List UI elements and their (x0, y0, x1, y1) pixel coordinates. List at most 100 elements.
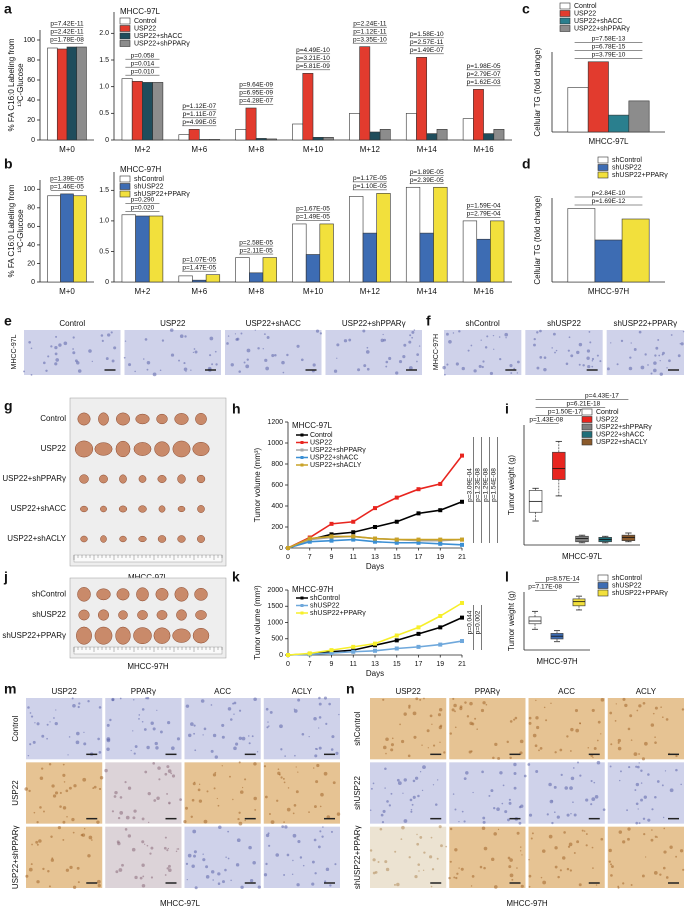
x-tick-label: 19 (436, 661, 444, 668)
cell-texture (435, 803, 438, 806)
cell-texture (111, 810, 115, 813)
cell-texture (484, 346, 488, 349)
p-value: p=5.81E-09 (296, 63, 330, 70)
tumor (138, 535, 147, 543)
cell-texture (384, 787, 386, 789)
cell-texture (119, 811, 124, 815)
cell-texture (205, 865, 209, 869)
cell-texture (563, 831, 566, 834)
micrograph (263, 698, 340, 760)
cell-texture (592, 867, 594, 869)
cell-texture (642, 817, 646, 821)
cell-texture (608, 860, 611, 863)
cell-texture (111, 359, 115, 363)
legend-marker (300, 604, 304, 607)
p-value: p=1.10E-05 (353, 183, 387, 190)
tumor (157, 475, 167, 483)
cell-texture (267, 721, 269, 723)
cell-texture (581, 829, 584, 832)
cell-texture (274, 354, 277, 357)
tumor (94, 442, 113, 456)
cell-texture (212, 733, 217, 738)
cell-texture (293, 709, 298, 713)
legend-marker (300, 611, 304, 615)
cell-texture (579, 774, 582, 777)
cell-texture (268, 813, 271, 815)
cell-texture (308, 811, 310, 814)
data-point (460, 537, 464, 542)
cell-texture (115, 870, 119, 874)
cell-texture (87, 854, 91, 858)
cell-texture (520, 884, 524, 888)
cell-texture (144, 338, 148, 341)
cell-texture (659, 873, 662, 876)
cell-texture (596, 354, 599, 357)
cell-texture (246, 358, 249, 361)
cell-texture (412, 795, 416, 799)
cell-texture (438, 825, 442, 829)
tumor (98, 412, 109, 426)
cell-texture (36, 843, 39, 846)
data-point (416, 644, 421, 649)
cell-texture (41, 734, 45, 738)
cell-texture (59, 805, 62, 808)
cell-texture (617, 885, 620, 888)
x-tick-label: 7 (308, 661, 312, 668)
cell-texture (482, 816, 486, 820)
cell-texture (552, 332, 556, 336)
p-value: p=2.57E-11 (410, 39, 444, 46)
cell-texture (453, 876, 456, 879)
legend-marker (300, 433, 304, 437)
cell-texture (57, 825, 61, 830)
cell-texture (599, 360, 602, 363)
cell-texture (431, 868, 435, 871)
cell-texture (142, 358, 145, 360)
cell-texture (77, 369, 82, 373)
cell-texture (647, 364, 649, 366)
cell-texture (316, 763, 320, 768)
cell-texture (681, 708, 685, 711)
bar (56, 48, 68, 141)
bar (262, 257, 277, 283)
legend-swatch (597, 574, 609, 582)
cell-texture (124, 340, 127, 342)
cell-texture (109, 718, 112, 722)
data-point (438, 537, 443, 542)
cell-texture (133, 809, 137, 813)
legend-swatch (119, 175, 131, 183)
cell-texture (163, 846, 167, 850)
cell-texture (265, 707, 269, 711)
y-tick-label: 400 (271, 503, 283, 510)
cell-texture (622, 840, 626, 844)
tumor (172, 628, 191, 643)
cell-texture (539, 747, 543, 750)
bar (349, 196, 364, 283)
cell-texture (454, 808, 457, 811)
cell-texture (422, 765, 426, 769)
cell-texture (644, 353, 647, 356)
cell-texture (628, 765, 631, 769)
cell-texture (566, 813, 570, 817)
data-point (351, 537, 356, 542)
cell-texture (412, 779, 416, 783)
cell-texture (652, 712, 655, 715)
tumor (153, 627, 171, 644)
cell-texture (417, 863, 421, 866)
legend-swatch (119, 17, 131, 25)
cell-texture (313, 717, 317, 721)
data-point (438, 541, 443, 546)
legend-swatch (559, 10, 571, 17)
cell-texture (582, 364, 585, 367)
cell-texture (554, 751, 557, 754)
cell-texture (366, 346, 369, 349)
cell-texture (238, 761, 241, 764)
bar (405, 113, 417, 141)
cell-texture (185, 806, 189, 810)
cell-texture (190, 369, 192, 371)
ruler (73, 554, 223, 563)
cell-texture (249, 878, 254, 883)
cell-texture (192, 829, 197, 834)
cell-texture (125, 815, 130, 820)
cell-texture (157, 766, 161, 770)
x-tick-label: 11 (350, 554, 357, 561)
